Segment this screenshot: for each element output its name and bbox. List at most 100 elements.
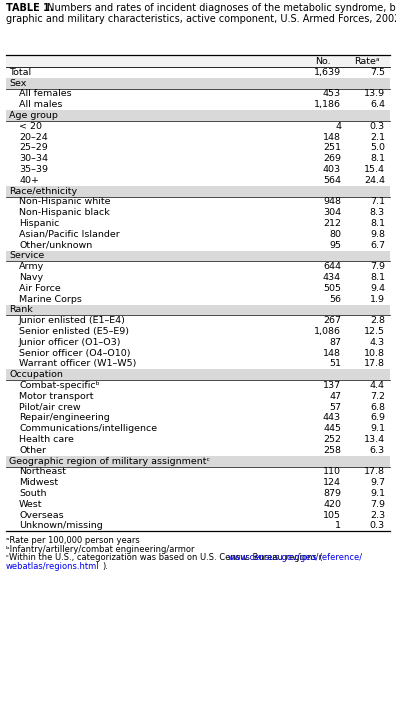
Bar	[6, 132, 390, 143]
Text: 57: 57	[329, 402, 341, 412]
Bar	[6, 88, 390, 99]
Text: 269: 269	[323, 154, 341, 163]
Bar	[6, 315, 390, 326]
Text: 40+: 40+	[19, 176, 39, 185]
Text: Health care: Health care	[19, 435, 74, 444]
Bar	[6, 283, 390, 294]
Text: 453: 453	[323, 89, 341, 99]
Text: 251: 251	[323, 144, 341, 152]
Text: ᵇInfantry/artillery/combat engineering/armor: ᵇInfantry/artillery/combat engineering/a…	[6, 545, 194, 554]
Bar	[6, 164, 390, 175]
Text: 47: 47	[329, 392, 341, 401]
Text: 6.3: 6.3	[370, 446, 385, 455]
Bar	[6, 359, 390, 370]
Text: Hispanic: Hispanic	[19, 219, 59, 228]
Text: 7.9: 7.9	[370, 262, 385, 271]
Text: All males: All males	[19, 100, 63, 109]
Text: Northeast: Northeast	[19, 468, 66, 476]
Text: Midwest: Midwest	[19, 478, 58, 487]
Text: Junior officer (O1–O3): Junior officer (O1–O3)	[19, 338, 122, 347]
Bar	[6, 154, 390, 164]
Bar	[6, 445, 390, 456]
Text: Navy: Navy	[19, 273, 43, 282]
Bar	[6, 175, 390, 186]
Text: 1,186: 1,186	[314, 100, 341, 109]
Text: 13.4: 13.4	[364, 435, 385, 444]
Text: Rateᵃ: Rateᵃ	[354, 57, 380, 65]
Text: Race/ethnicity: Race/ethnicity	[9, 187, 77, 196]
Text: 87: 87	[329, 338, 341, 347]
Bar	[6, 510, 390, 521]
Text: 443: 443	[323, 413, 341, 423]
Text: 9.8: 9.8	[370, 230, 385, 239]
Text: 20–24: 20–24	[19, 133, 48, 141]
Bar	[6, 67, 390, 78]
Text: Unknown/missing: Unknown/missing	[19, 521, 103, 531]
Text: 4.3: 4.3	[370, 338, 385, 347]
Bar	[6, 218, 390, 229]
Bar	[6, 434, 390, 445]
Text: Repair/engineering: Repair/engineering	[19, 413, 110, 423]
Text: 30–34: 30–34	[19, 154, 48, 163]
Text: 879: 879	[323, 489, 341, 498]
Bar	[6, 477, 390, 488]
Bar	[6, 78, 390, 88]
Text: 267: 267	[323, 316, 341, 326]
Bar	[6, 196, 390, 207]
Text: 212: 212	[323, 219, 341, 228]
Text: Senior enlisted (E5–E9): Senior enlisted (E5–E9)	[19, 327, 129, 336]
Text: Motor transport: Motor transport	[19, 392, 93, 401]
Text: graphic and military characteristics, active component, U.S. Armed Forces, 2002–: graphic and military characteristics, ac…	[6, 14, 396, 24]
Text: All females: All females	[19, 89, 72, 99]
Text: Junior enlisted (E1–E4): Junior enlisted (E1–E4)	[19, 316, 126, 326]
Text: 434: 434	[323, 273, 341, 282]
Text: 56: 56	[329, 294, 341, 304]
Text: Combat-specificᵇ: Combat-specificᵇ	[19, 381, 100, 390]
Text: 35–39: 35–39	[19, 165, 48, 174]
Bar	[6, 186, 390, 196]
Text: 13.9: 13.9	[364, 89, 385, 99]
Bar	[6, 380, 390, 391]
Bar	[6, 391, 390, 402]
Text: Asian/Pacific Islander: Asian/Pacific Islander	[19, 230, 120, 239]
Text: webatlas/regions.html: webatlas/regions.html	[6, 562, 100, 571]
Text: Warrant officer (W1–W5): Warrant officer (W1–W5)	[19, 360, 136, 368]
Text: 17.8: 17.8	[364, 360, 385, 368]
Text: 6.7: 6.7	[370, 241, 385, 249]
Text: 15.4: 15.4	[364, 165, 385, 174]
Text: 403: 403	[323, 165, 341, 174]
Text: 4.4: 4.4	[370, 381, 385, 390]
Text: 4: 4	[335, 122, 341, 131]
Text: Non-Hispanic white: Non-Hispanic white	[19, 197, 110, 207]
Bar	[6, 121, 390, 132]
Text: 17.8: 17.8	[364, 468, 385, 476]
Text: 2.1: 2.1	[370, 133, 385, 141]
Text: 148: 148	[323, 133, 341, 141]
Bar	[6, 262, 390, 272]
Bar	[6, 229, 390, 240]
Text: 445: 445	[323, 424, 341, 434]
Text: 304: 304	[323, 208, 341, 218]
Bar	[6, 423, 390, 434]
Text: 2.8: 2.8	[370, 316, 385, 326]
Bar	[6, 499, 390, 510]
Text: 1: 1	[335, 521, 341, 531]
Text: Sex: Sex	[9, 79, 27, 88]
Text: 10.8: 10.8	[364, 349, 385, 357]
Text: Occupation: Occupation	[9, 370, 63, 379]
Text: Pilot/air crew: Pilot/air crew	[19, 402, 81, 412]
Bar	[6, 326, 390, 337]
Text: 12.5: 12.5	[364, 327, 385, 336]
Text: 9.1: 9.1	[370, 489, 385, 498]
Text: Non-Hispanic black: Non-Hispanic black	[19, 208, 110, 218]
Text: Service: Service	[9, 252, 44, 260]
Text: Age group: Age group	[9, 111, 58, 120]
Text: 7.2: 7.2	[370, 392, 385, 401]
Text: TABLE 1.: TABLE 1.	[6, 3, 53, 13]
Text: West: West	[19, 500, 42, 509]
Text: Numbers and rates of incident diagnoses of the metabolic syndrome, by demo-: Numbers and rates of incident diagnoses …	[44, 3, 396, 13]
Bar	[6, 488, 390, 499]
Text: 110: 110	[323, 468, 341, 476]
Text: 9.1: 9.1	[370, 424, 385, 434]
Text: Other: Other	[19, 446, 46, 455]
